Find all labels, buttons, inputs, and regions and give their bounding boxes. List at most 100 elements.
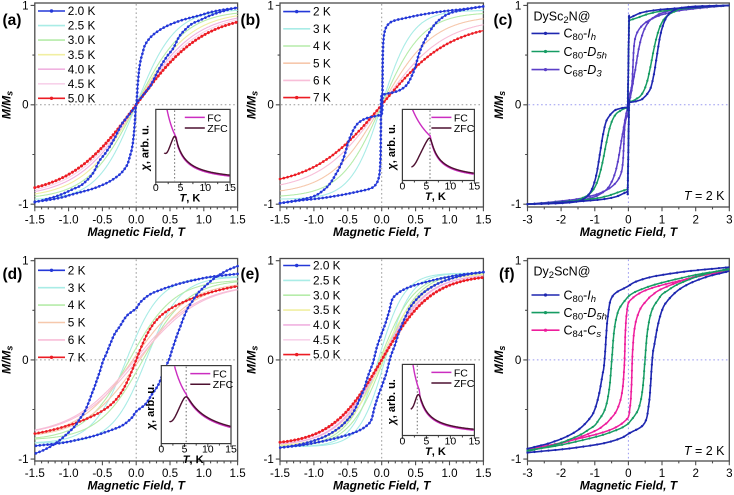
svg-text:0.0: 0.0 [374,467,390,480]
svg-text:1.0: 1.0 [441,467,457,480]
svg-text:0: 0 [515,354,521,367]
svg-text:0.0: 0.0 [128,214,144,227]
svg-text:7 K: 7 K [313,91,331,105]
svg-text:0.5: 0.5 [162,214,178,227]
svg-text:0.5: 0.5 [162,467,178,480]
svg-text:M/Ms: M/Ms [0,346,15,374]
svg-text:1: 1 [659,214,665,227]
svg-text:-1.5: -1.5 [270,214,290,227]
svg-text:6 K: 6 K [313,74,331,88]
svg-text:1.0: 1.0 [196,467,212,480]
svg-text:1.0: 1.0 [196,214,212,227]
svg-text:2.5 K: 2.5 K [68,19,96,33]
svg-text:Magnetic Field, T: Magnetic Field, T [88,479,187,493]
svg-text:2: 2 [692,214,698,227]
svg-text:Magnetic Field, T: Magnetic Field, T [580,225,679,239]
svg-text:0.0: 0.0 [128,467,144,480]
svg-text:C80-Ih: C80-Ih [564,27,597,44]
svg-text:5 K: 5 K [68,316,86,330]
svg-text:1: 1 [515,255,521,268]
svg-text:0: 0 [399,181,405,193]
svg-text:-1: -1 [511,198,521,211]
svg-text:1: 1 [659,467,665,480]
svg-text:Magnetic Field, T: Magnetic Field, T [333,225,432,239]
svg-text:1: 1 [22,255,28,268]
svg-text:(d): (d) [3,266,23,283]
svg-text:Magnetic Field, T: Magnetic Field, T [88,225,187,239]
svg-text:1.5: 1.5 [230,214,246,227]
svg-text:15: 15 [469,181,481,193]
svg-text:(a): (a) [3,12,22,29]
svg-text:0: 0 [22,354,28,367]
svg-text:T, K: T, K [180,193,201,205]
svg-text:15: 15 [224,182,236,194]
svg-text:2 K: 2 K [313,5,331,19]
svg-text:1.5: 1.5 [475,467,491,480]
svg-text:5: 5 [423,436,429,448]
svg-text:T, K: T, K [183,454,204,466]
svg-text:1.0: 1.0 [441,214,457,227]
svg-text:(e): (e) [241,266,260,283]
svg-text:-1: -1 [263,198,273,211]
svg-text:0.5: 0.5 [408,214,424,227]
svg-text:4.0 K: 4.0 K [313,318,341,332]
svg-text:3: 3 [726,467,732,480]
svg-text:3.5 K: 3.5 K [313,303,341,317]
svg-text:χ, arb. u.: χ, arb. u. [145,384,157,430]
svg-text:1.5: 1.5 [230,467,246,480]
svg-text:ZFC: ZFC [213,379,234,391]
svg-text:10: 10 [199,182,211,194]
svg-text:0: 0 [22,99,28,112]
svg-text:-0.5: -0.5 [92,467,112,480]
svg-text:10: 10 [445,181,457,193]
svg-text:3 K: 3 K [68,281,86,295]
svg-text:T, K: T, K [425,446,446,458]
svg-text:-1.0: -1.0 [304,467,324,480]
svg-text:3.5 K: 3.5 K [68,48,96,62]
svg-text:10: 10 [445,436,457,448]
svg-text:-0.5: -0.5 [92,214,112,227]
svg-text:2.0 K: 2.0 K [313,259,341,273]
svg-text:5: 5 [178,182,184,194]
svg-text:FC: FC [454,112,468,124]
svg-text:4.0 K: 4.0 K [68,62,96,76]
svg-text:M/Ms: M/Ms [245,346,260,374]
svg-text:T, K: T, K [425,191,446,203]
svg-text:3.0 K: 3.0 K [68,33,96,47]
svg-text:0: 0 [399,436,405,448]
svg-text:-1.5: -1.5 [25,467,45,480]
svg-text:χ, arb. u.: χ, arb. u. [386,124,398,170]
svg-text:15: 15 [225,444,237,456]
svg-text:5: 5 [423,181,429,193]
svg-text:0: 0 [267,99,273,112]
svg-text:3 K: 3 K [313,22,331,36]
svg-text:ZFC: ZFC [207,123,228,135]
svg-text:-0.5: -0.5 [338,214,358,227]
svg-text:5 K: 5 K [313,56,331,70]
svg-text:0: 0 [625,214,631,227]
svg-text:-1.5: -1.5 [25,214,45,227]
svg-text:-1.0: -1.0 [304,214,324,227]
svg-text:FC: FC [213,369,227,381]
svg-text:1.5: 1.5 [475,214,491,227]
svg-text:5: 5 [182,444,188,456]
svg-text:0: 0 [153,182,159,194]
svg-text:2.5 K: 2.5 K [313,274,341,288]
svg-text:7 K: 7 K [68,350,86,364]
svg-text:0.0: 0.0 [374,214,390,227]
svg-text:-2: -2 [556,467,566,480]
svg-text:Dy2ScN@: Dy2ScN@ [534,265,591,282]
svg-text:4 K: 4 K [68,298,86,312]
svg-text:2: 2 [692,467,698,480]
svg-text:5.0 K: 5.0 K [68,91,96,105]
svg-text:χ, arb. u.: χ, arb. u. [386,379,398,425]
svg-text:-1: -1 [590,214,600,227]
svg-text:-1: -1 [590,467,600,480]
svg-text:-1: -1 [18,453,28,466]
svg-text:Magnetic Field, T: Magnetic Field, T [333,479,432,493]
svg-text:(b): (b) [241,12,261,29]
svg-text:1: 1 [22,0,28,12]
svg-text:ZFC: ZFC [454,123,475,135]
svg-text:χ, arb. u.: χ, arb. u. [139,125,151,171]
svg-text:FC: FC [454,367,468,379]
